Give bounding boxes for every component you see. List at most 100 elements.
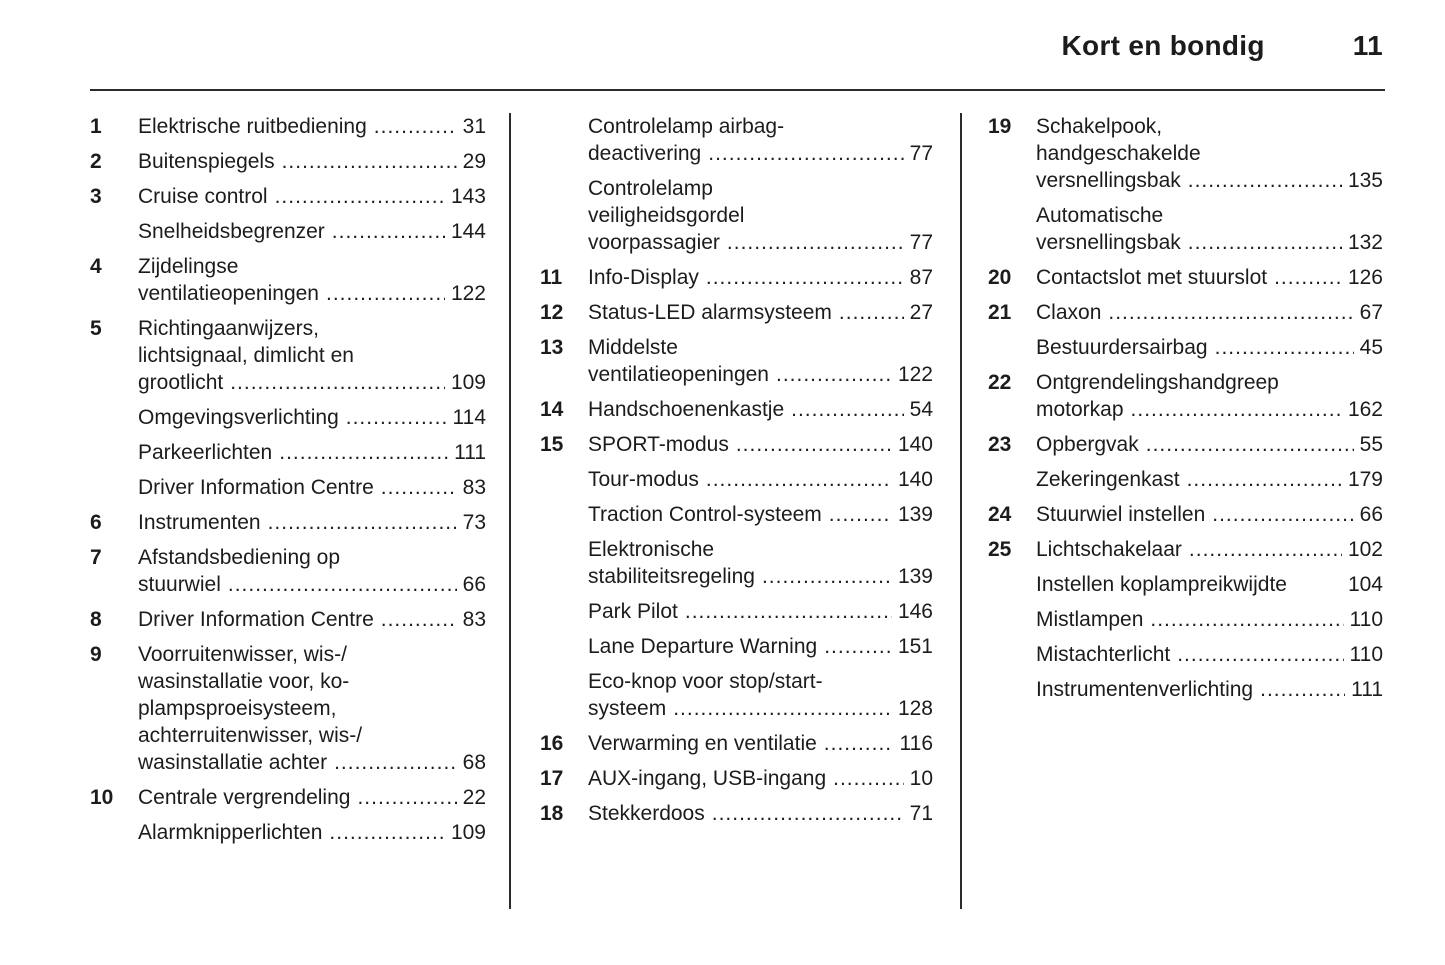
entry-number <box>540 633 588 660</box>
entry-label: versnellingsbak <box>1036 169 1181 192</box>
entry-body: SPORT-modus.............................… <box>588 431 933 458</box>
entry-last-line: Stuurwiel instellen.....................… <box>1036 501 1383 528</box>
toc-entry: Controlelamp veiligheidsgordel voorpassagi… <box>540 175 933 256</box>
entry-last-line: Traction Control-systeem................… <box>588 501 933 528</box>
entry-last-line: Tour-modus..............................… <box>588 466 933 493</box>
leader-dots: ........................................… <box>1214 336 1354 359</box>
entry-text-line: Schakelpook, <box>1036 115 1163 138</box>
entry-body: Instrumentenverlichting.................… <box>1036 676 1383 703</box>
entry-body: Bestuurdersairbag.......................… <box>1036 334 1383 361</box>
entry-label: grootlicht <box>138 371 224 394</box>
entry-last-line: stuurwiel...............................… <box>138 571 486 598</box>
entry-page-number: 10 <box>909 767 933 790</box>
entry-page-number: 151 <box>897 635 933 658</box>
entry-body: Claxon..................................… <box>1036 299 1383 326</box>
entry-body: Centrale vergrendeling..................… <box>138 784 486 811</box>
entry-page-number: 139 <box>897 503 933 526</box>
entry-number <box>988 641 1036 668</box>
leader-dots: ........................................… <box>345 406 447 429</box>
entry-label: Instrumentenverlichting <box>1036 678 1254 701</box>
entry-body: Parkeerlichten..........................… <box>138 439 486 466</box>
entry-label: stabiliteitsregeling <box>588 565 755 588</box>
entry-number: 8 <box>90 608 102 631</box>
leader-dots: ........................................… <box>673 697 892 720</box>
leader-dots: ........................................… <box>705 468 892 491</box>
entry-label: Omgevingsverlichting <box>138 406 339 429</box>
entry-label: Status-LED alarmsysteem <box>588 301 832 324</box>
entry-last-line: Status-LED alarmsysteem.................… <box>588 299 933 326</box>
entry-number <box>988 466 1036 493</box>
entry-page-number: 140 <box>897 433 933 456</box>
entry-number <box>540 466 588 493</box>
entry-body: Driver Information Centre...............… <box>138 474 486 501</box>
entry-body: AUX-ingang, USB-ingang..................… <box>588 765 933 792</box>
entry-last-line: motorkap................................… <box>1036 396 1383 423</box>
entry-number: 14 <box>540 398 564 421</box>
toc-entry: 7 Afstandsbediening op stuurwiel..........… <box>90 544 486 598</box>
leader-dots: ........................................… <box>1177 643 1343 666</box>
leader-dots: ........................................… <box>274 185 445 208</box>
entry-body: Middelste ventilatieopeningen............… <box>588 334 933 388</box>
entry-page-number: 45 <box>1359 336 1383 359</box>
entry-number: 24 <box>988 503 1012 526</box>
entry-page-number: 31 <box>462 115 486 138</box>
toc-entry: Parkeerlichten..........................… <box>90 439 486 466</box>
entry-last-line: AUX-ingang, USB-ingang..................… <box>588 765 933 792</box>
entry-label: wasinstallatie achter <box>138 751 328 774</box>
leader-dots: ........................................… <box>684 600 892 623</box>
entry-last-line: wasinstallatie achter...................… <box>138 749 486 776</box>
entry-body: Automatische versnellingsbak.............… <box>1036 202 1383 256</box>
entry-page-number: 55 <box>1359 433 1383 456</box>
entry-text-line: plampsproeisysteem, <box>138 697 337 720</box>
entry-number: 18 <box>540 802 564 825</box>
leader-dots: ........................................… <box>1187 231 1342 254</box>
entry-last-line: Lichtschakelaar.........................… <box>1036 536 1383 563</box>
entry-label: Info-Display <box>588 266 699 289</box>
entry-last-line: Mistachterlicht.........................… <box>1036 641 1383 668</box>
entry-page-number: 68 <box>462 751 486 774</box>
leader-dots: ........................................… <box>761 565 892 588</box>
entry-last-line: Alarmknipperlichten.....................… <box>138 819 486 846</box>
toc-entry: 19 Schakelpook, handgeschakelde versnelling… <box>988 113 1383 194</box>
toc-column-1: 1 Elektrische ruitbediening..............… <box>90 113 486 854</box>
entry-number: 25 <box>988 538 1012 561</box>
toc-entry: Lane Departure Warning..................… <box>540 633 933 660</box>
entry-page-number: 109 <box>450 371 486 394</box>
entry-last-line: Contactslot met stuurslot...............… <box>1036 264 1383 291</box>
leader-dots: ........................................… <box>823 732 894 755</box>
entry-last-line: versnellingsbak.........................… <box>1036 167 1383 194</box>
leader-dots: ........................................… <box>357 786 456 809</box>
entry-label: Zekeringenkast <box>1036 468 1180 491</box>
entry-last-line: voorpassagier...........................… <box>588 229 933 256</box>
entry-number: 9 <box>90 643 102 666</box>
entry-page-number: 143 <box>450 185 486 208</box>
toc-entry: Automatische versnellingsbak.............… <box>988 202 1383 256</box>
entry-body: Ontgrendelingshandgreep motorkap.........… <box>1036 369 1383 423</box>
entry-page-number: 54 <box>909 398 933 421</box>
entry-body: Park Pilot..............................… <box>588 598 933 625</box>
entry-label: Elektrische ruitbediening <box>138 115 367 138</box>
entry-text-line: veiligheidsgordel <box>588 204 745 227</box>
toc-entry: Driver Information Centre...............… <box>90 474 486 501</box>
entry-page-number: 139 <box>897 565 933 588</box>
entry-text-line: Middelste <box>588 336 678 359</box>
entry-number: 21 <box>988 301 1012 324</box>
entry-text-line: Ontgrendelingshandgreep <box>1036 371 1279 394</box>
entry-last-line: Zekeringenkast..........................… <box>1036 466 1383 493</box>
entry-page-number: 114 <box>452 406 486 429</box>
entry-label: Driver Information Centre <box>138 476 374 499</box>
toc-entry: Instellen koplampreikwijdte 104 <box>988 571 1383 598</box>
entry-number: 15 <box>540 433 564 456</box>
entry-last-line: Snelheidsbegrenzer......................… <box>138 218 486 245</box>
entry-page-number: 27 <box>909 301 933 324</box>
entry-last-line: grootlicht..............................… <box>138 369 486 396</box>
entry-number <box>90 439 138 466</box>
toc-entry: Instrumentenverlichting.................… <box>988 676 1383 703</box>
entry-number <box>540 598 588 625</box>
entry-last-line: stabiliteitsregeling....................… <box>588 563 933 590</box>
entry-label: Stekkerdoos <box>588 802 705 825</box>
entry-body: Instellen koplampreikwijdte 104 <box>1036 571 1383 598</box>
entry-page-number: 126 <box>1347 266 1383 289</box>
entry-page-number: 29 <box>462 150 486 173</box>
entry-number <box>540 536 588 590</box>
